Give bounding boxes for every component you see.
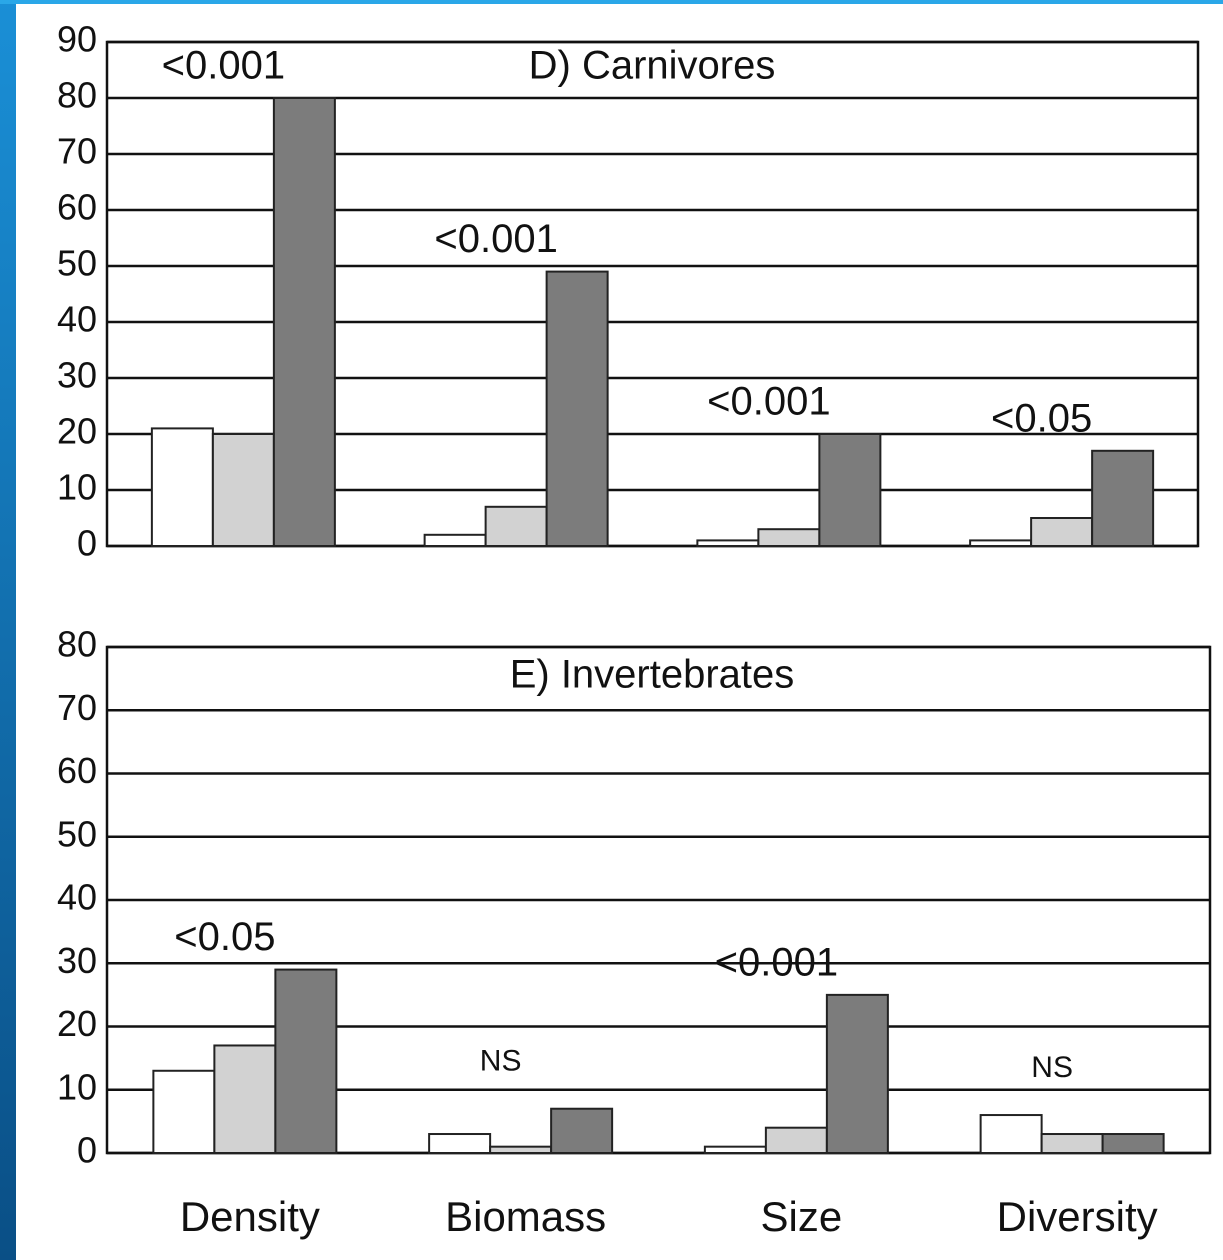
bar	[274, 968, 338, 1155]
bar	[484, 505, 548, 547]
y-tick-label: 20	[57, 1003, 97, 1044]
bar	[757, 528, 821, 548]
y-tick-label: 0	[77, 523, 97, 564]
significance-label: <0.001	[715, 940, 838, 984]
bar	[1040, 1133, 1104, 1155]
bar	[150, 427, 214, 547]
significance-label: <0.001	[434, 217, 557, 261]
y-tick-label: 60	[57, 750, 97, 791]
bar	[211, 433, 275, 547]
bar	[213, 1044, 277, 1154]
bar	[825, 993, 889, 1154]
background-edge	[0, 0, 16, 1260]
bar	[1101, 1133, 1165, 1155]
y-tick-label: 30	[57, 940, 97, 981]
chart-title: E) Invertebrates	[510, 653, 795, 697]
x-tick-label: Diversity	[997, 1193, 1158, 1240]
chart-title: D) Carnivores	[529, 44, 776, 88]
bar	[979, 1114, 1043, 1155]
y-tick-label: 80	[57, 75, 97, 116]
bar	[764, 1126, 828, 1154]
bar	[703, 1145, 767, 1155]
y-tick-label: 60	[57, 187, 97, 228]
y-tick-label: 50	[57, 243, 97, 284]
bar	[550, 1107, 614, 1154]
y-tick-label: 40	[57, 299, 97, 340]
bar	[696, 539, 760, 548]
significance-label: NS	[1031, 1051, 1073, 1084]
y-tick-label: 0	[77, 1130, 97, 1171]
bar	[969, 539, 1033, 548]
significance-label: <0.05	[991, 396, 1092, 440]
x-tick-label: Biomass	[445, 1193, 606, 1240]
significance-label: <0.001	[162, 44, 285, 88]
x-tick-label: Density	[180, 1193, 320, 1240]
x-tick-label: Size	[761, 1193, 843, 1240]
y-tick-label: 40	[57, 877, 97, 918]
bar	[152, 1069, 216, 1155]
y-tick-label: 20	[57, 411, 97, 452]
y-tick-label: 70	[57, 131, 97, 172]
bar	[428, 1133, 492, 1155]
significance-label: <0.05	[174, 915, 275, 959]
y-tick-label: 80	[57, 624, 97, 665]
bar	[423, 533, 487, 547]
bar	[1091, 449, 1155, 547]
bar	[1030, 517, 1094, 547]
y-tick-label: 50	[57, 813, 97, 854]
y-tick-label: 30	[57, 355, 97, 396]
bar	[272, 97, 336, 547]
bar	[545, 270, 609, 547]
significance-label: <0.001	[707, 380, 830, 424]
y-tick-label: 10	[57, 467, 97, 508]
y-tick-label: 10	[57, 1066, 97, 1107]
bar	[818, 433, 882, 547]
background-edge	[0, 0, 1223, 4]
y-tick-label: 90	[57, 19, 97, 60]
significance-label: NS	[480, 1045, 522, 1078]
bar	[489, 1145, 553, 1155]
y-tick-label: 70	[57, 687, 97, 728]
